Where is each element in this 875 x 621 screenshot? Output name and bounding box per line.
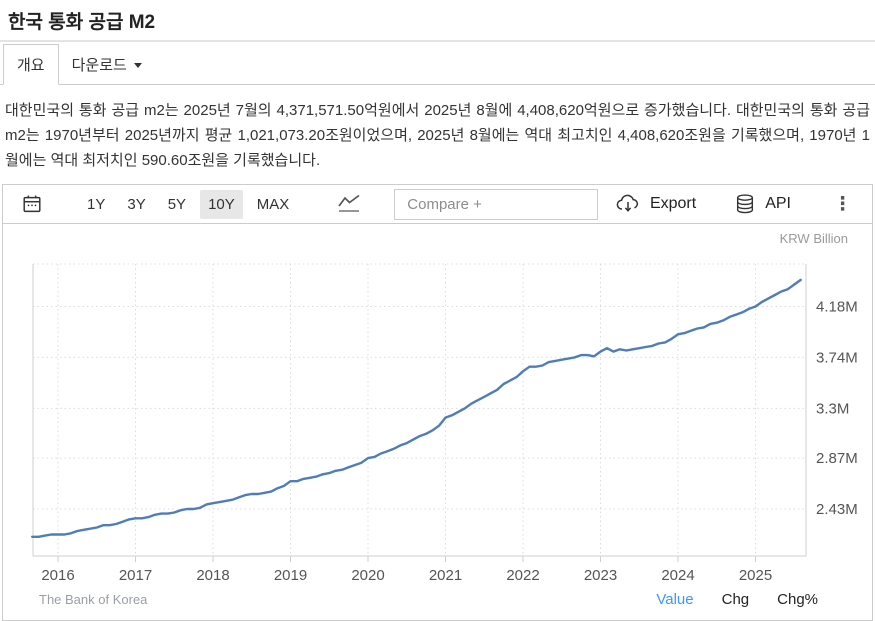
- chart-area: 2016 2017 2018 2019 2020 2021 2022 2023 2024 2025…: [3, 224, 872, 583]
- svg-text:4.18M: 4.18M: [816, 299, 858, 316]
- toolbar-right-group: Export API ⋮: [615, 192, 856, 216]
- chart-toolbar: 1Y 3Y 5Y 10Y MAX: [3, 185, 872, 224]
- page-title: 한국 통화 공급 M2: [0, 0, 875, 42]
- series-mode-links: Value Chg Chg%: [656, 591, 818, 608]
- source-attribution: The Bank of Korea: [39, 592, 148, 607]
- chart-footer: The Bank of Korea Value Chg Chg%: [3, 583, 872, 620]
- tab-bar: 개요 다운로드: [0, 44, 875, 85]
- svg-text:2019: 2019: [274, 567, 307, 583]
- svg-text:2024: 2024: [661, 567, 694, 583]
- svg-text:2020: 2020: [351, 567, 384, 583]
- api-button[interactable]: API: [734, 192, 791, 216]
- api-label: API: [765, 195, 791, 212]
- calendar-icon[interactable]: [21, 193, 43, 215]
- svg-text:2023: 2023: [584, 567, 617, 583]
- cloud-download-icon: [616, 194, 639, 212]
- svg-text:2022: 2022: [506, 567, 539, 583]
- range-3y[interactable]: 3Y: [127, 195, 146, 213]
- svg-text:2018: 2018: [196, 567, 229, 583]
- range-max[interactable]: MAX: [256, 195, 290, 213]
- svg-text:2017: 2017: [119, 567, 152, 583]
- mode-chgpct-link[interactable]: Chg%: [777, 591, 818, 608]
- range-selector: 1Y 3Y 5Y 10Y MAX: [79, 189, 297, 219]
- tab-overview[interactable]: 개요: [3, 44, 59, 85]
- svg-text:KRW Billion: KRW Billion: [780, 231, 848, 246]
- tab-download-label: 다운로드: [71, 57, 127, 74]
- tab-download[interactable]: 다운로드: [59, 45, 155, 84]
- m2-line-chart[interactable]: 2016 2017 2018 2019 2020 2021 2022 2023 2024 2025…: [3, 227, 871, 583]
- range-1y[interactable]: 1Y: [87, 195, 106, 213]
- chevron-down-icon: [133, 63, 142, 68]
- svg-text:3.3M: 3.3M: [816, 400, 849, 417]
- mode-chg-link[interactable]: Chg: [721, 591, 750, 608]
- more-options-icon[interactable]: ⋮: [833, 193, 852, 215]
- svg-text:2025: 2025: [739, 567, 772, 583]
- svg-text:2021: 2021: [429, 567, 462, 583]
- tab-overview-label: 개요: [17, 57, 45, 74]
- chart-card: 1Y 3Y 5Y 10Y MAX: [2, 184, 873, 621]
- range-10y[interactable]: 10Y: [200, 189, 243, 219]
- export-label: Export: [649, 195, 697, 212]
- mode-value-link[interactable]: Value: [656, 591, 694, 608]
- svg-text:2.43M: 2.43M: [816, 501, 858, 518]
- summary-paragraph: 대한민국의 통화 공급 m2는 2025년 7월의 4,371,571.50억원…: [5, 102, 870, 169]
- range-5y[interactable]: 5Y: [167, 195, 187, 213]
- database-icon: [737, 194, 754, 214]
- svg-text:2.87M: 2.87M: [816, 450, 858, 467]
- svg-text:2016: 2016: [41, 567, 74, 583]
- chart-type-icon[interactable]: [337, 193, 361, 215]
- compare-input[interactable]: [394, 188, 599, 220]
- export-button[interactable]: Export: [615, 193, 696, 215]
- svg-text:3.74M: 3.74M: [816, 349, 858, 366]
